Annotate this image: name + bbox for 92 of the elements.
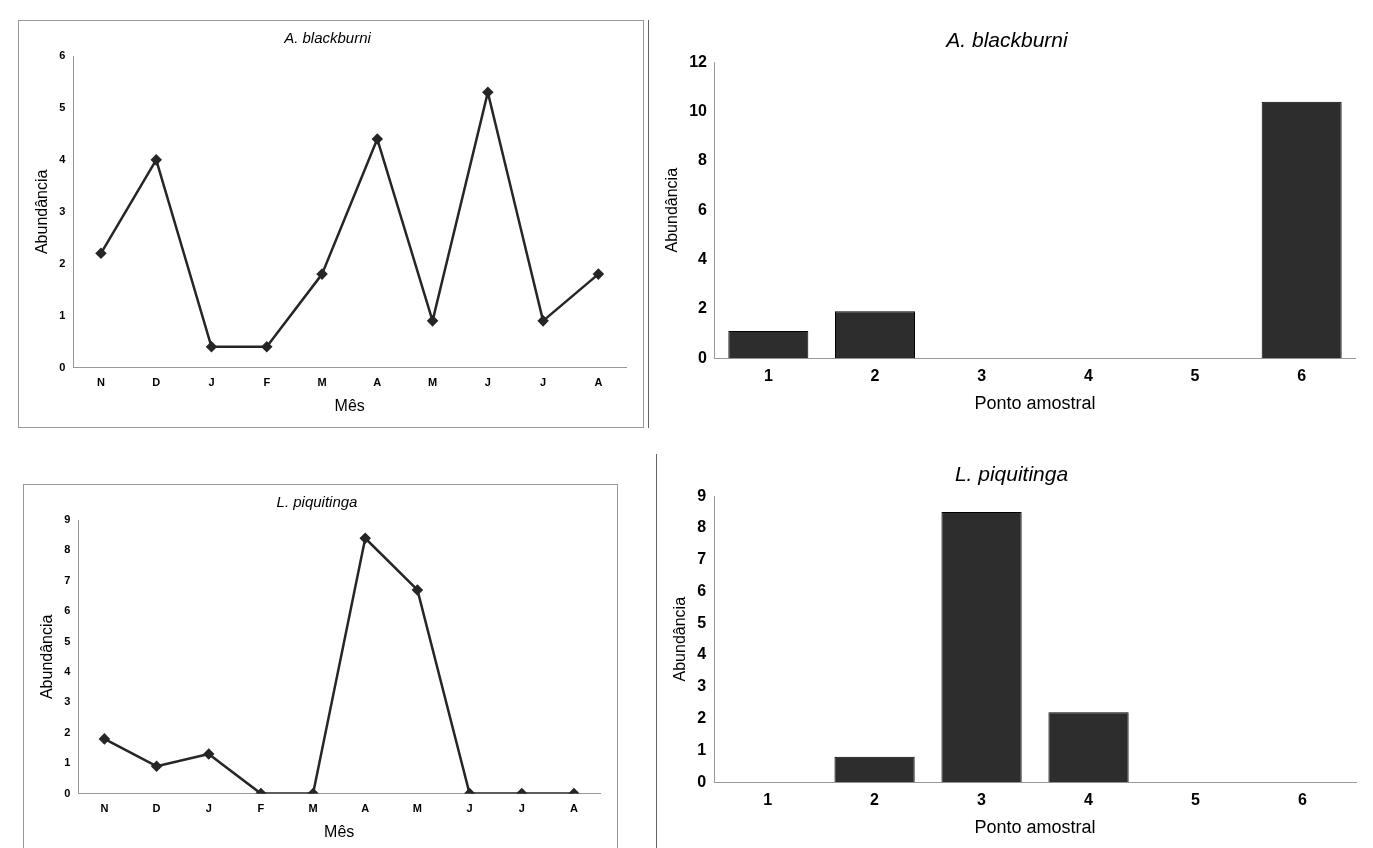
x-tick-label: A — [361, 802, 370, 815]
y-axis-title: Abundância — [663, 167, 681, 253]
y-axis-title: Abundância — [33, 169, 51, 255]
x-tick-label: 4 — [1084, 791, 1094, 809]
y-tick-label: 2 — [697, 709, 707, 727]
x-tick-label: J — [540, 376, 547, 389]
y-tick-label: 1 — [59, 308, 66, 321]
x-tick-label: J — [518, 802, 525, 815]
y-tick-label: 5 — [64, 634, 71, 647]
x-tick-label: M — [427, 376, 438, 389]
y-tick-label: 0 — [64, 786, 71, 799]
y-tick-label: 8 — [697, 518, 707, 536]
y-tick-label: 1 — [64, 756, 71, 769]
x-tick-label: D — [152, 802, 161, 815]
x-tick-label: J — [466, 802, 473, 815]
point — [372, 133, 383, 145]
point — [359, 532, 371, 544]
x-tick-label: D — [152, 376, 161, 389]
chart-title: A. blackburni — [944, 28, 1070, 52]
x-axis-title: Ponto amostral — [974, 393, 1096, 414]
y-axis-title: Abundância — [38, 614, 56, 700]
x-tick-label: M — [412, 802, 422, 815]
y-tick-label: 5 — [59, 100, 66, 113]
x-tick-label: A — [373, 376, 382, 389]
y-tick-label: 0 — [59, 360, 66, 373]
y-tick-label: 1 — [697, 740, 707, 758]
point — [537, 315, 549, 327]
x-tick-label: A — [594, 376, 603, 389]
y-tick-label: 3 — [59, 204, 66, 217]
x-tick-label: 6 — [1297, 367, 1307, 385]
x-tick-label: F — [257, 802, 265, 815]
x-tick-label: 2 — [870, 367, 880, 385]
x-axis-title: Mês — [324, 822, 355, 840]
y-tick-label: 5 — [697, 613, 707, 631]
x-tick-label: M — [308, 802, 318, 815]
y-tick-label: 4 — [697, 645, 707, 663]
x-tick-label: N — [96, 376, 105, 389]
y-tick-label: 7 — [64, 573, 71, 586]
point — [261, 341, 273, 353]
y-tick-label: 9 — [64, 513, 71, 526]
x-tick-label: 1 — [763, 791, 773, 809]
x-tick-label: 5 — [1191, 791, 1201, 809]
y-tick-label: 3 — [64, 695, 71, 708]
y-tick-label: 0 — [698, 348, 708, 366]
x-tick-label: 5 — [1190, 367, 1200, 385]
point — [427, 315, 438, 327]
point — [593, 268, 604, 280]
x-tick-label: 2 — [870, 791, 880, 809]
x-tick-label: 3 — [977, 367, 987, 385]
y-tick-label: 6 — [64, 604, 71, 617]
y-tick-label: 2 — [64, 725, 71, 738]
y-tick-label: 7 — [697, 550, 707, 568]
x-tick-label: 6 — [1298, 791, 1308, 809]
x-tick-label: 1 — [763, 367, 773, 385]
y-tick-label: 4 — [59, 152, 67, 165]
x-tick-label: 4 — [1083, 367, 1093, 385]
y-tick-label: 8 — [698, 151, 708, 169]
point — [316, 268, 328, 280]
y-tick-label: 9 — [697, 486, 707, 504]
x-tick-label: M — [317, 376, 327, 389]
point — [203, 748, 214, 760]
y-tick-label: 6 — [697, 581, 707, 599]
y-tick-label: 4 — [698, 249, 708, 267]
y-tick-label: 4 — [64, 665, 72, 678]
chart-title: L. piquitinga — [276, 493, 358, 511]
x-axis-title: Ponto amostral — [974, 817, 1096, 838]
point — [206, 341, 217, 353]
x-tick-label: J — [205, 802, 212, 815]
x-tick-label: J — [484, 376, 491, 389]
x-tick-label: A — [569, 802, 578, 815]
x-tick-label: F — [263, 376, 271, 389]
y-tick-label: 6 — [59, 49, 66, 62]
point — [95, 248, 107, 259]
chart-title: L. piquitinga — [954, 462, 1069, 486]
y-tick-label: 8 — [64, 543, 71, 556]
y-tick-label: 3 — [697, 677, 707, 695]
y-tick-label: 0 — [697, 772, 707, 790]
x-tick-label: J — [208, 376, 215, 389]
y-axis-title: Abundância — [671, 596, 689, 682]
point — [99, 733, 110, 745]
x-axis-title: Mês — [334, 396, 365, 414]
x-tick-label: N — [100, 802, 109, 815]
point — [150, 154, 162, 166]
point — [412, 584, 423, 596]
point — [151, 760, 162, 772]
chart-title: A. blackburni — [283, 29, 372, 47]
y-tick-label: 6 — [698, 200, 708, 218]
y-tick-label: 12 — [689, 52, 708, 70]
y-tick-label: 2 — [59, 256, 66, 269]
x-tick-label: 3 — [977, 791, 987, 809]
y-tick-label: 10 — [689, 101, 708, 119]
y-tick-label: 2 — [698, 299, 708, 317]
